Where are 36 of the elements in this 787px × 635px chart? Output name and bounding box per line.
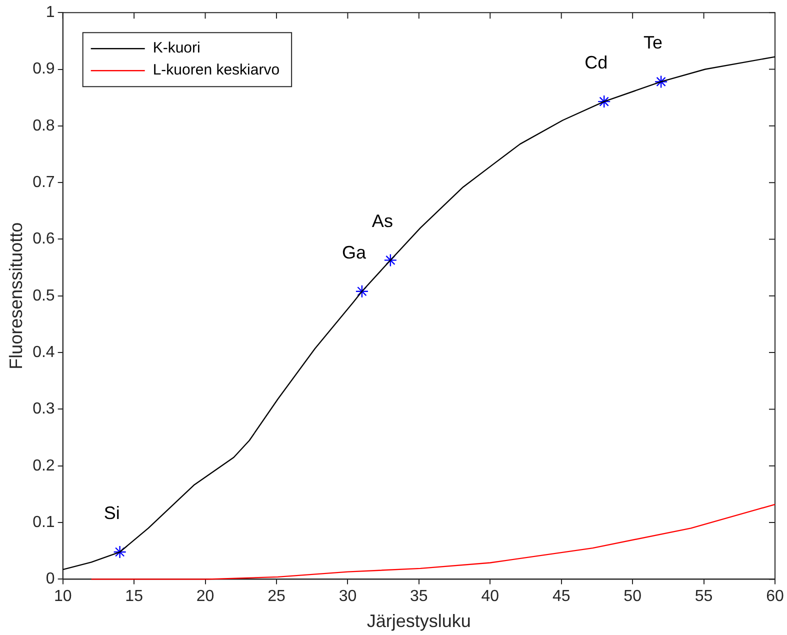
x-tick-label: 15 <box>125 588 144 606</box>
annotation: Si <box>104 502 120 523</box>
x-tick-label: 45 <box>552 588 570 606</box>
annotation: Ga <box>342 242 367 262</box>
y-axis-title: Fluoresenssituotto <box>6 222 26 370</box>
annotation: As <box>372 211 393 232</box>
x-tick-label: 10 <box>54 588 72 606</box>
x-tick-label: 55 <box>694 588 713 606</box>
y-tick-label: 0.8 <box>32 117 55 134</box>
x-tick-label: 60 <box>766 588 784 606</box>
legend-label: K-kuori <box>152 40 200 57</box>
y-tick-label: 0.9 <box>32 60 55 78</box>
y-tick-label: 0.7 <box>32 174 55 191</box>
y-tick-label: 0.6 <box>32 230 55 248</box>
x-tick-label: 30 <box>338 588 357 606</box>
point <box>597 94 611 108</box>
y-tick-label: 0.4 <box>32 344 55 361</box>
x-tick-label: 35 <box>410 588 428 606</box>
y-tick-label: 0.5 <box>32 287 55 304</box>
x-tick-label: 40 <box>481 588 500 606</box>
y-tick-label: 0 <box>46 570 55 588</box>
x-tick-label: 25 <box>268 588 286 606</box>
y-tick-label: 1 <box>46 4 55 22</box>
y-tick-label: 0.2 <box>32 457 55 474</box>
point <box>113 545 126 559</box>
point <box>355 284 369 298</box>
y-tick-label: 0.1 <box>32 514 55 531</box>
legend-label: L-kuoren keskiarvo <box>152 62 280 79</box>
x-axis-title: Järjestysluku <box>366 611 471 632</box>
y-tick-label: 0.3 <box>32 400 55 418</box>
annotation: Te <box>644 32 663 53</box>
point <box>384 254 398 267</box>
annotation: Cd <box>584 52 608 73</box>
point <box>654 75 668 88</box>
x-tick-label: 20 <box>196 588 214 606</box>
x-tick-label: 50 <box>624 588 642 606</box>
